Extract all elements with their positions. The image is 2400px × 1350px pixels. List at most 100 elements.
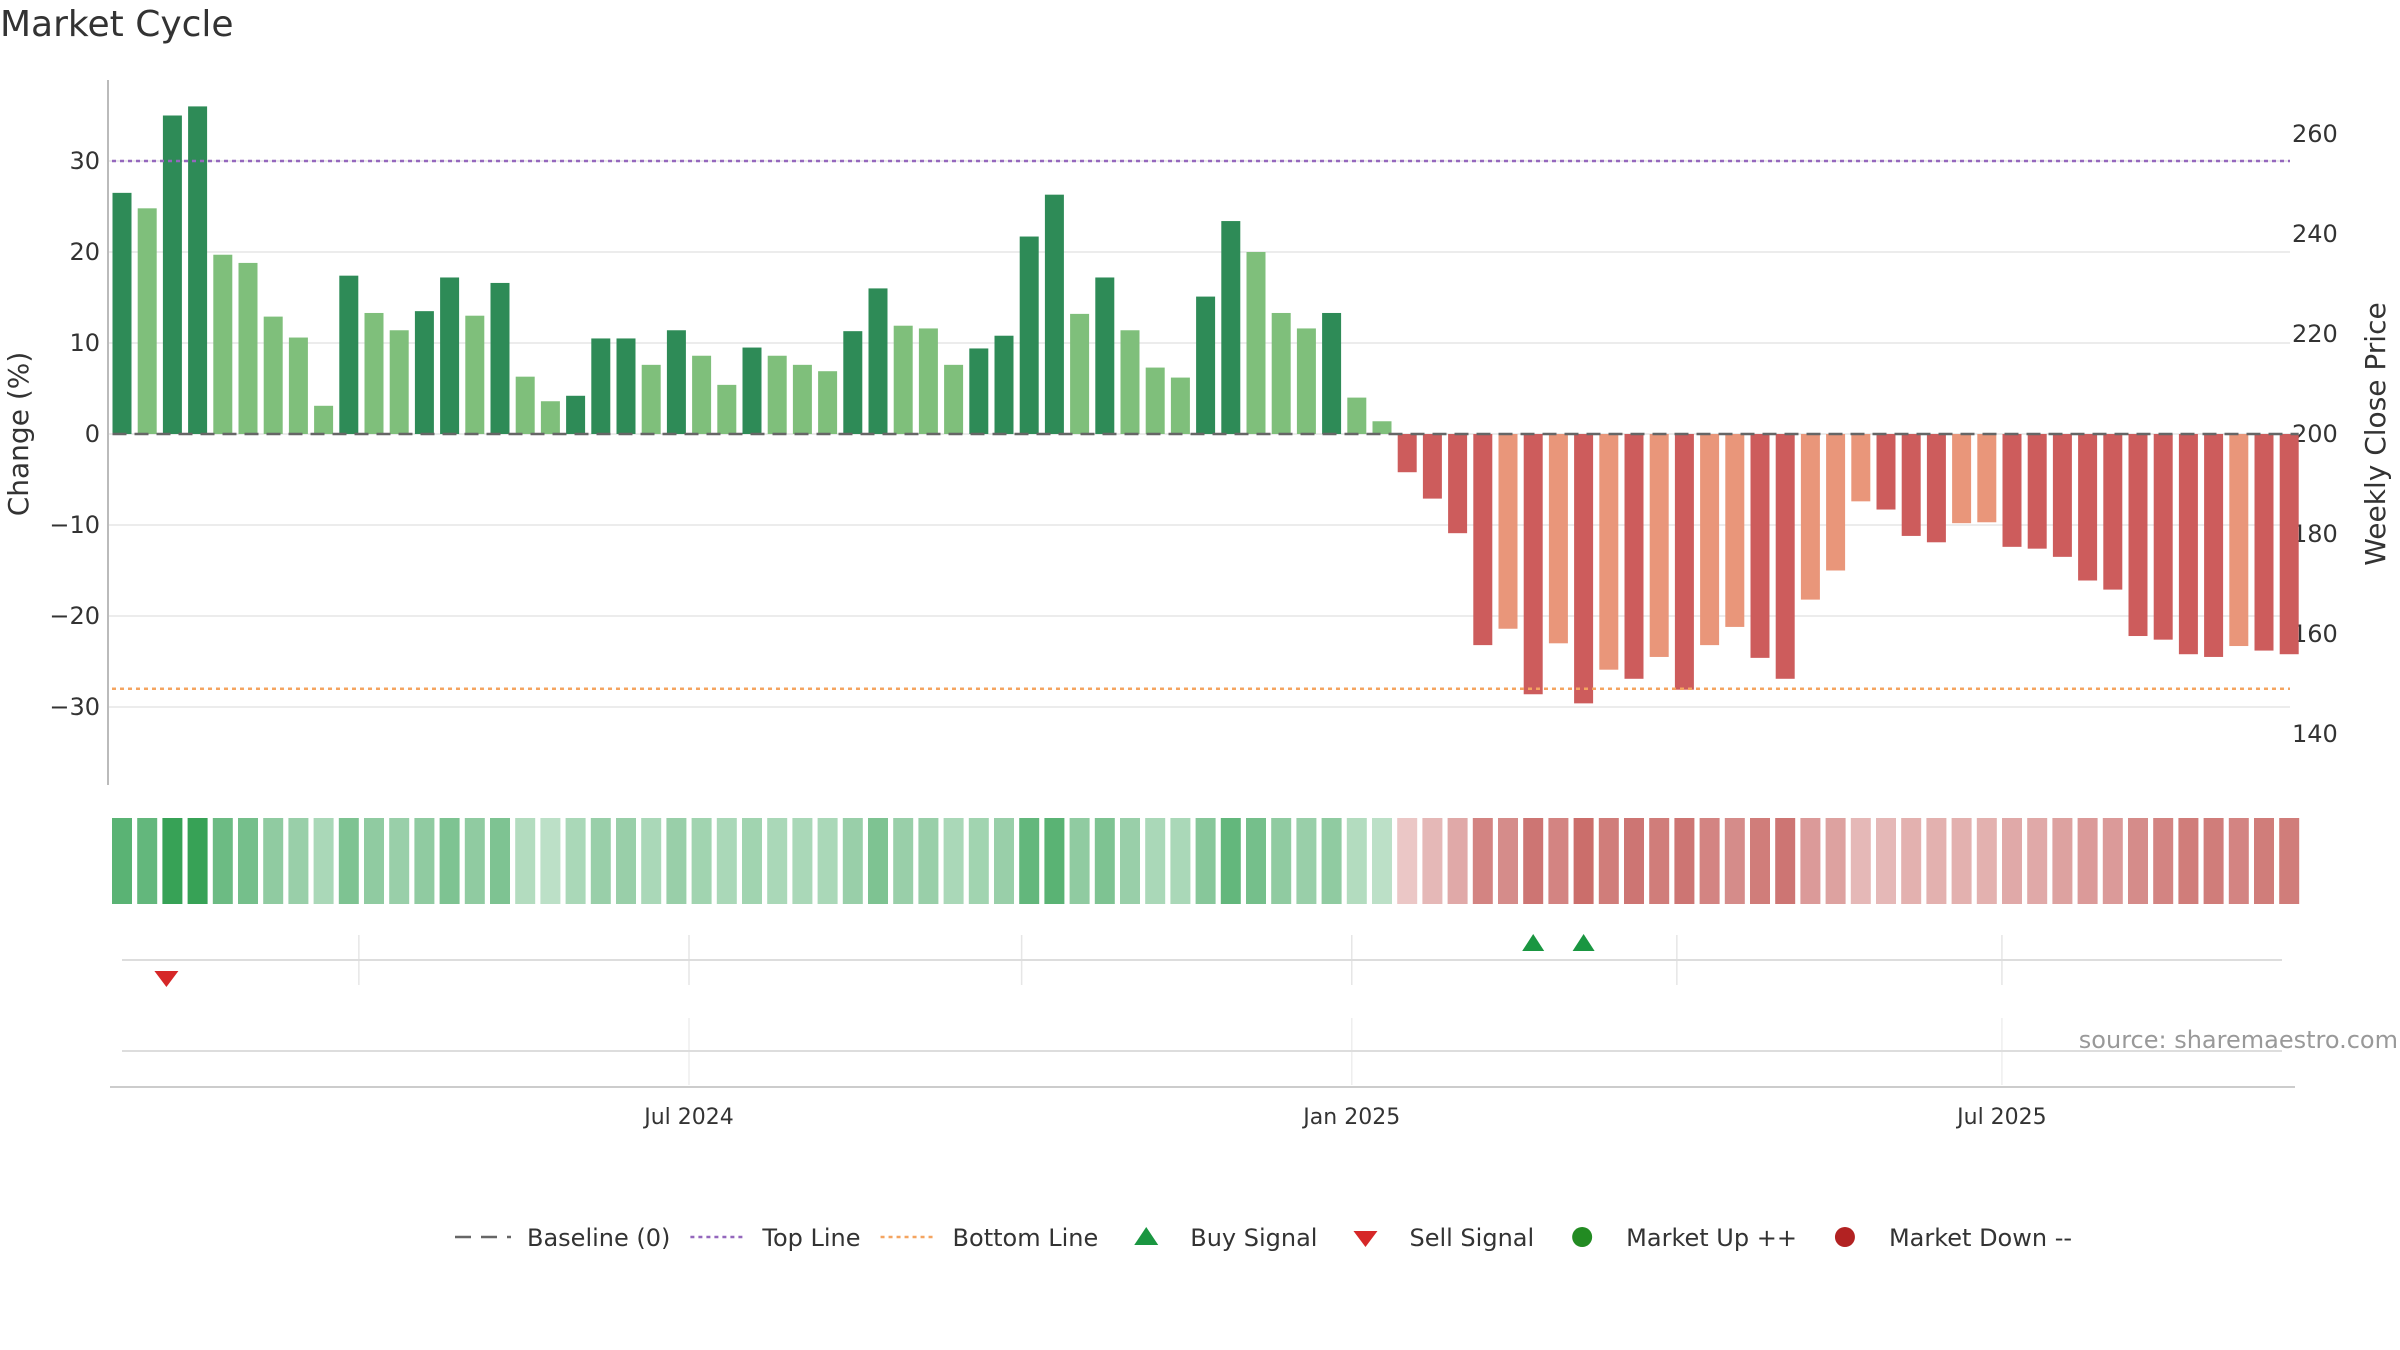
legend-swatch-buy [1134, 1227, 1159, 1245]
legend-swatch-sell [1353, 1231, 1378, 1247]
bar [389, 330, 409, 434]
heat-cell [1069, 818, 1090, 904]
bar [238, 262, 258, 434]
bar [1977, 434, 1997, 523]
sell-signal-marker [154, 971, 179, 987]
bar [2153, 434, 2173, 640]
bar [414, 311, 434, 434]
heat-cell [1498, 818, 1518, 904]
bar [1725, 434, 1745, 627]
bar [2229, 434, 2249, 647]
heat-cell [238, 818, 258, 904]
heat-cell [162, 818, 183, 904]
y-tick-label: 30 [69, 147, 100, 175]
y2-axis-title: Weekly Close Price [2359, 302, 2392, 565]
y2-tick-label: 160 [2292, 620, 2338, 648]
bar [540, 401, 560, 434]
heat-cell [313, 818, 334, 904]
heat-cell [1850, 818, 1871, 904]
heat-cell [1019, 818, 1040, 904]
bar [944, 364, 964, 434]
bar [137, 208, 157, 434]
heat-cell [2228, 818, 2249, 904]
bar [717, 384, 737, 434]
buy-signal-marker [1572, 934, 1595, 951]
bar [1750, 434, 1770, 658]
heat-cell [1397, 818, 1418, 904]
y2-tick-label: 220 [2292, 320, 2338, 348]
heat-cell [1195, 818, 1216, 904]
legend-label: Top Line [761, 1224, 860, 1252]
bar [692, 355, 712, 434]
bar [994, 335, 1014, 434]
legend-label: Market Down -- [1889, 1224, 2072, 1252]
bar [465, 315, 485, 434]
bar [1926, 434, 1946, 543]
legend-swatch-market-up [1572, 1227, 1593, 1247]
heat-cell [389, 818, 410, 904]
bar [1120, 330, 1140, 434]
bar [112, 192, 132, 434]
heat-cell [666, 818, 687, 904]
heat-cell [691, 818, 712, 904]
bar [1624, 434, 1644, 679]
heat-cell [2077, 818, 2098, 904]
bar [1070, 313, 1090, 434]
bar [767, 355, 787, 434]
heat-cell [868, 818, 888, 904]
heat-cell [792, 818, 813, 904]
heat-cell [1170, 818, 1191, 904]
heat-cell [2254, 818, 2274, 904]
legend-label: Baseline (0) [527, 1224, 670, 1252]
bar [969, 348, 989, 434]
heat-cell [1472, 818, 1493, 904]
heat-cell [1573, 818, 1594, 904]
heat-cell [364, 818, 384, 904]
bar [188, 106, 208, 435]
bar [1876, 434, 1896, 510]
bar [1498, 434, 1518, 629]
heat-cell [2002, 818, 2022, 904]
bar [339, 275, 359, 434]
heat-cell [1876, 818, 1896, 904]
heat-cell [1145, 818, 1166, 904]
heat-cell [187, 818, 208, 904]
heat-cell [1271, 818, 1292, 904]
bar [1221, 221, 1241, 434]
heat-cell [1346, 818, 1367, 904]
y-tick-label: −30 [49, 693, 100, 721]
heat-cell [842, 818, 863, 904]
heat-cell [1624, 818, 1644, 904]
heat-cell [817, 818, 838, 904]
heat-cell [767, 818, 788, 904]
heat-cell [1750, 818, 1770, 904]
bar [641, 364, 661, 434]
bar [2002, 434, 2022, 547]
bar [616, 338, 636, 434]
bar [1246, 252, 1266, 434]
bar [2128, 434, 2148, 637]
heat-cell [1699, 818, 1720, 904]
bar [868, 288, 888, 434]
heat-cell [1044, 818, 1065, 904]
bar [1826, 434, 1846, 571]
bar [314, 405, 334, 434]
bar [566, 395, 586, 434]
heat-cell [464, 818, 485, 904]
bar [2279, 434, 2299, 655]
bar [1095, 277, 1115, 434]
bar [591, 338, 611, 434]
heat-cell [893, 818, 914, 904]
bar [1019, 236, 1039, 434]
bar [666, 330, 686, 434]
heat-cell [1800, 818, 1821, 904]
bar [2254, 434, 2274, 651]
bar [2178, 434, 2198, 655]
x-tick-label: Jul 2024 [642, 1105, 734, 1130]
bar [1473, 434, 1493, 646]
heat-cell [2027, 818, 2048, 904]
y-axis-title: Change (%) [2, 352, 35, 517]
y-tick-label: −20 [49, 602, 100, 630]
bar [818, 371, 838, 434]
